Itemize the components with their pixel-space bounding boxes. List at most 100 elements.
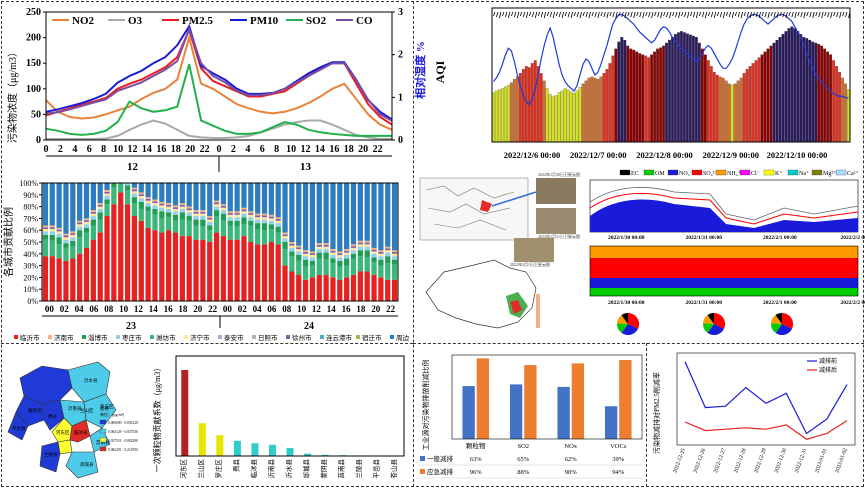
p7-xtick-label: 2022-12-26 xyxy=(693,447,708,473)
p6-bar xyxy=(571,363,585,439)
p6-bar xyxy=(557,386,570,439)
p3b-bar xyxy=(181,370,189,456)
p4-aqi-bar xyxy=(492,92,495,143)
p4-aqi-bar xyxy=(572,92,576,143)
p5-pie-slice xyxy=(703,315,714,324)
p2-bar-segment-surround xyxy=(179,183,185,204)
p4-aqi-bar xyxy=(521,69,525,143)
p2-bar-segment xyxy=(220,207,227,211)
p4-wind-barb xyxy=(624,11,627,19)
p1-xtick-label: 20 xyxy=(185,144,195,155)
p2-bar-segment xyxy=(166,204,172,207)
p2-bar-segment xyxy=(193,225,199,240)
p2-bar-segment xyxy=(179,236,185,301)
p4-wind-barb xyxy=(561,11,564,19)
p2-bar-segment xyxy=(138,192,144,195)
p4-aqi-bar xyxy=(533,60,537,143)
p4-wind-barb xyxy=(594,11,597,18)
p2-bar-segment xyxy=(145,206,151,212)
p2-bar-segment xyxy=(77,220,83,223)
p2-bar-segment xyxy=(282,234,288,237)
p4-wind-barb xyxy=(758,11,761,19)
p7-xtick-label: 2023-01-02 xyxy=(834,447,849,473)
p2-bar-segment xyxy=(213,200,220,203)
p4-aqi-bar xyxy=(799,34,803,143)
p4-wind-barb xyxy=(522,11,526,18)
p2-bar-segment xyxy=(227,220,233,226)
p2-bar-segment xyxy=(330,254,336,259)
p3-legend-label: 0.004129 - 0.037530 xyxy=(108,430,138,434)
p2-bar-segment xyxy=(193,239,199,301)
p1-xtick-label: 18 xyxy=(171,144,181,155)
p2-bar-segment xyxy=(302,266,309,280)
p5-legend-label: Ca²⁺ xyxy=(847,170,859,177)
p6-table-cell: 88% xyxy=(517,469,530,476)
p4-wind-barb xyxy=(788,11,791,17)
p3b-bar xyxy=(233,440,241,456)
p4-wind-barb xyxy=(824,11,827,17)
p4-wind-barb xyxy=(839,11,842,19)
p4-wind-barb xyxy=(531,11,535,18)
satellite-caption-2: 2022年1月31日卫星云图 xyxy=(538,233,580,239)
p1-ytick-label: 100 xyxy=(26,84,41,95)
p2-bar-segment xyxy=(296,260,302,276)
p2-bar-segment xyxy=(49,229,55,232)
p2-bar-segment xyxy=(248,242,254,301)
p4-aqi-bar xyxy=(620,37,624,143)
p6-table-cell: 94% xyxy=(612,469,625,476)
p2-xtick-label: 12 xyxy=(134,304,144,314)
p2-bar-segment xyxy=(131,189,138,192)
p2-bar-segment xyxy=(296,249,302,252)
p7-xtick-label: 2023-01-01 xyxy=(814,447,829,473)
p2-ytick-label: 50% xyxy=(23,238,38,247)
p4-aqi-bar xyxy=(745,69,749,143)
p4-aqi-bar xyxy=(754,60,758,143)
p4-aqi-bar xyxy=(608,63,612,143)
p4-aqi-bar xyxy=(641,54,645,143)
p2-bar-segment xyxy=(309,277,316,301)
p4-wind-barb xyxy=(609,11,612,17)
p2-bar-segment-surround xyxy=(357,183,363,241)
p5-legend-label: NH₄⁺ xyxy=(727,170,741,177)
p6-bar xyxy=(476,358,490,439)
p2-bar-segment xyxy=(159,207,165,212)
p2-bar-segment xyxy=(179,212,185,220)
p4-wind-barb xyxy=(815,11,818,17)
china-map-highlight-2 xyxy=(510,300,522,314)
p2-legend-swatch xyxy=(286,335,290,339)
p2-bar-segment xyxy=(179,206,185,209)
p2-bar-segment xyxy=(42,256,49,301)
p4-aqi-bar xyxy=(617,41,621,143)
p4-wind-barb xyxy=(564,11,567,17)
p2-bar-segment xyxy=(227,214,233,218)
p1-plot-frame xyxy=(45,11,393,141)
p4-aqi-bar xyxy=(548,94,552,143)
p5-pie-slice xyxy=(616,323,628,333)
region-feixian xyxy=(41,399,65,431)
p2-bar-segment xyxy=(282,265,288,301)
p4-aqi-bar xyxy=(742,73,746,143)
p4-wind-barb xyxy=(597,11,600,19)
p4-wind-barb xyxy=(651,11,654,19)
p5-pie-slice xyxy=(775,312,782,324)
p2-bar-segment xyxy=(248,214,254,218)
p6-bar xyxy=(619,360,632,439)
p6-row-label: 应急减排 xyxy=(427,467,454,476)
p1-day-label: 13 xyxy=(300,161,312,173)
p1-legend-label: NO2 xyxy=(72,15,95,27)
p2-xtick-label: 22 xyxy=(208,304,218,314)
p2-bar-segment xyxy=(213,206,220,211)
p5-legend-swatch xyxy=(691,169,703,176)
p2-bar-segment-surround xyxy=(49,183,55,226)
p3-county-name: 蒙阴县 xyxy=(28,407,42,414)
p2-bar-segment xyxy=(350,247,357,251)
p2-bar-segment xyxy=(131,203,138,217)
satellite-caption-1: 2022年1月30日卫星云图 xyxy=(538,171,580,177)
p2-bar-segment xyxy=(391,279,398,301)
p4-aqi-bar xyxy=(498,89,501,143)
p2-bar-segment xyxy=(49,240,55,257)
p3b-category-label: 蒙阴县 xyxy=(319,459,328,479)
p2-bar-segment xyxy=(193,213,199,217)
p4-aqi-bar xyxy=(554,95,558,143)
p4-aqi-bar xyxy=(721,77,725,143)
